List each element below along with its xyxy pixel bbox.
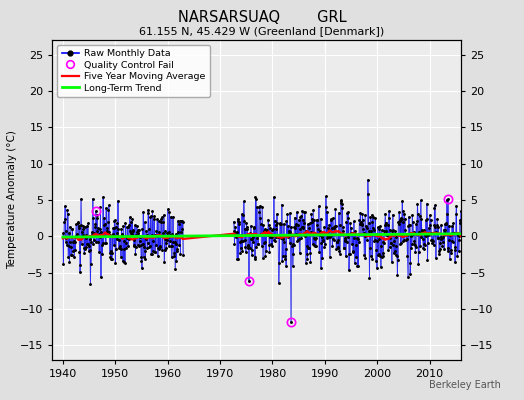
Text: Berkeley Earth: Berkeley Earth [429, 380, 500, 390]
Text: 61.155 N, 45.429 W (Greenland [Denmark]): 61.155 N, 45.429 W (Greenland [Denmark]) [139, 26, 385, 36]
Text: NARSARSUAQ        GRL: NARSARSUAQ GRL [178, 10, 346, 25]
Legend: Raw Monthly Data, Quality Control Fail, Five Year Moving Average, Long-Term Tren: Raw Monthly Data, Quality Control Fail, … [57, 45, 210, 97]
Y-axis label: Temperature Anomaly (°C): Temperature Anomaly (°C) [7, 130, 17, 270]
